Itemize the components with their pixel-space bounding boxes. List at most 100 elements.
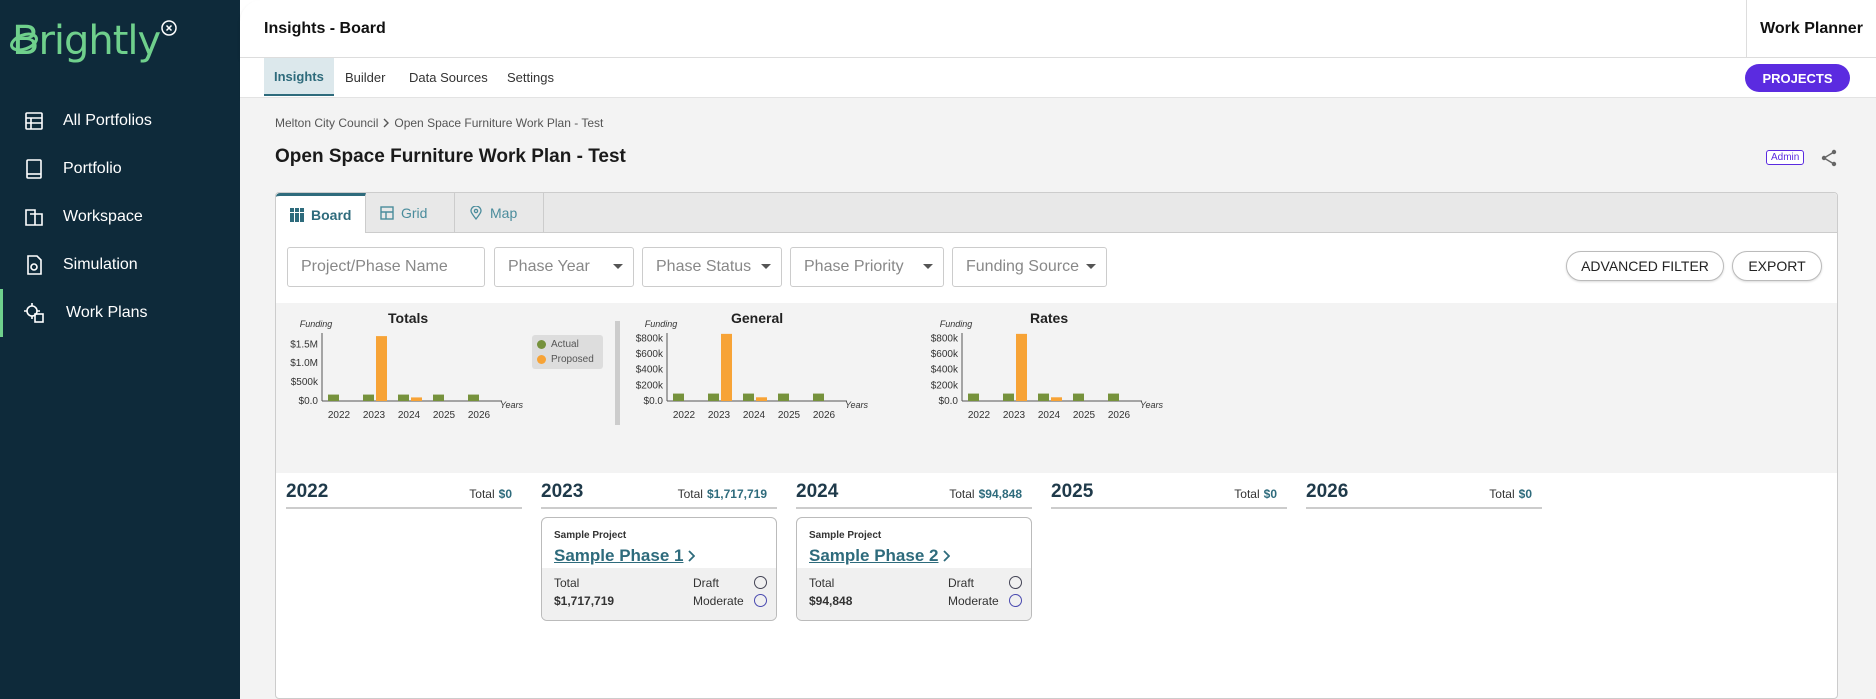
workspace-icon bbox=[25, 209, 43, 226]
sidebar-item-label: Simulation bbox=[63, 256, 138, 273]
year-total-label: Total bbox=[677, 487, 703, 501]
year-heading: 2022 bbox=[286, 481, 329, 502]
year-total-label: Total bbox=[469, 487, 495, 501]
bar-actual bbox=[1073, 393, 1084, 401]
app-name[interactable]: Work Planner bbox=[1746, 0, 1876, 58]
x-tick-label: 2026 bbox=[468, 410, 491, 421]
caret-down-icon bbox=[923, 264, 933, 269]
sidebar-item-work-plans[interactable]: Work Plans bbox=[0, 289, 240, 337]
sidebar-item-portfolio[interactable]: Portfolio bbox=[0, 145, 240, 193]
tab-data-sources[interactable]: Data Sources bbox=[409, 69, 488, 85]
y-axis-label: Funding bbox=[645, 319, 678, 329]
bar-actual bbox=[328, 394, 339, 401]
tab-board[interactable]: Board bbox=[276, 193, 366, 233]
share-icon[interactable] bbox=[1821, 149, 1837, 167]
admin-badge: Admin bbox=[1766, 150, 1805, 165]
tab-settings[interactable]: Settings bbox=[507, 69, 554, 85]
advanced-filter-button[interactable]: ADVANCED FILTER bbox=[1566, 251, 1724, 281]
project-phase-name-input[interactable]: Project/Phase Name bbox=[287, 247, 485, 287]
x-axis-label: Years bbox=[845, 400, 869, 410]
chevron-right-icon bbox=[943, 550, 950, 562]
bar-actual bbox=[398, 394, 409, 401]
phase-year-select[interactable]: Phase Year bbox=[494, 247, 634, 287]
chart-title-rates: Rates bbox=[1030, 310, 1069, 326]
year-total: Total $1,717,719 bbox=[678, 487, 767, 501]
phase-status-select[interactable]: Phase Status bbox=[642, 247, 782, 287]
year-total: Total $0 bbox=[469, 487, 512, 501]
funding-source-select[interactable]: Funding Source bbox=[952, 247, 1107, 287]
y-tick-label: $200k bbox=[931, 380, 959, 391]
phase-card[interactable]: Sample Project Sample Phase 2 Total $94,… bbox=[796, 517, 1032, 621]
export-button[interactable]: EXPORT bbox=[1732, 251, 1822, 281]
view-tabs: Board Grid Map bbox=[276, 193, 1837, 233]
chart-title-general: General bbox=[731, 310, 784, 326]
year-total-label: Total bbox=[1234, 487, 1260, 501]
close-circle-icon[interactable] bbox=[159, 18, 179, 38]
x-tick-label: 2022 bbox=[968, 410, 991, 421]
bar-actual bbox=[1108, 393, 1119, 401]
bar-actual bbox=[968, 393, 979, 401]
grid-icon bbox=[380, 206, 394, 220]
card-footer: Total $94,848 Draft Moderate bbox=[797, 568, 1031, 620]
year-total-value: $0 bbox=[1263, 487, 1277, 501]
bar-proposed bbox=[1016, 333, 1027, 401]
y-tick-label: $800k bbox=[636, 333, 664, 344]
bar-actual bbox=[743, 393, 754, 401]
phase-priority-select[interactable]: Phase Priority bbox=[790, 247, 944, 287]
year-heading: 2023 bbox=[541, 481, 584, 502]
y-axis-label: Funding bbox=[940, 319, 973, 329]
sidebar-item-label: All Portfolios bbox=[63, 112, 152, 129]
card-project-name: Sample Project bbox=[554, 530, 627, 541]
tab-grid-label: Grid bbox=[401, 205, 428, 221]
charts-area: Totals General Rates Funding $0.0 $500k $1.… bbox=[276, 303, 1837, 473]
priority-indicator bbox=[1009, 594, 1022, 607]
phase-card[interactable]: Sample Project Sample Phase 1 Total $1,7… bbox=[541, 517, 777, 621]
legend-label: Proposed bbox=[551, 354, 594, 365]
year-total-value: $1,717,719 bbox=[706, 487, 767, 501]
y-tick-label: $0.0 bbox=[299, 396, 319, 407]
phase-priority-label: Phase Priority bbox=[804, 258, 904, 275]
breadcrumb-parent[interactable]: Melton City Council bbox=[275, 116, 379, 130]
tab-builder[interactable]: Builder bbox=[345, 69, 386, 85]
x-tick-label: 2023 bbox=[708, 410, 731, 421]
projects-button[interactable]: PROJECTS bbox=[1745, 64, 1850, 92]
sidebar-item-workspace[interactable]: Workspace bbox=[0, 193, 240, 241]
card-priority: Moderate bbox=[693, 594, 744, 608]
card-status: Draft bbox=[948, 576, 975, 590]
main-content: Melton City Council Open Space Furniture… bbox=[240, 98, 1876, 699]
tab-insights[interactable]: Insights bbox=[264, 58, 334, 96]
card-phase-link[interactable]: Sample Phase 2 bbox=[809, 546, 939, 565]
chevron-right-icon bbox=[383, 118, 390, 128]
brightly-logo[interactable]: Brightly bbox=[10, 18, 161, 64]
x-tick-label: 2026 bbox=[813, 410, 836, 421]
y-tick-label: $0.0 bbox=[939, 396, 959, 407]
chevron-right-icon bbox=[688, 550, 695, 562]
sidebar-item-label: Portfolio bbox=[63, 160, 122, 177]
phase-status-label: Phase Status bbox=[656, 258, 752, 275]
caret-down-icon bbox=[1086, 264, 1096, 269]
year-total-label: Total bbox=[949, 487, 975, 501]
bar-actual bbox=[778, 393, 789, 401]
card-project-name: Sample Project bbox=[809, 530, 882, 541]
card-phase-link[interactable]: Sample Phase 1 bbox=[554, 546, 684, 565]
year-heading: 2024 bbox=[796, 481, 839, 502]
breadcrumb: Melton City Council Open Space Furniture… bbox=[275, 116, 603, 130]
y-tick-label: $200k bbox=[636, 380, 664, 391]
x-tick-label: 2024 bbox=[743, 410, 766, 421]
tab-grid[interactable]: Grid bbox=[366, 193, 455, 233]
sidebar-item-all-portfolios[interactable]: All Portfolios bbox=[0, 97, 240, 145]
chart-rates: Funding $0.0 $200k $400k $600k $800k 2022 2023 2… bbox=[931, 319, 1164, 421]
book-icon bbox=[26, 159, 42, 179]
board-panel: Board Grid Map Project/Phase Name Phase … bbox=[275, 192, 1838, 699]
card-total-value: $1,717,719 bbox=[554, 594, 615, 608]
y-tick-label: $600k bbox=[931, 349, 959, 360]
x-tick-label: 2022 bbox=[328, 410, 351, 421]
page-title: Open Space Furniture Work Plan - Test bbox=[275, 146, 626, 167]
card-total-label: Total bbox=[809, 576, 835, 590]
sidebar-item-simulation[interactable]: Simulation bbox=[0, 241, 240, 289]
simulation-icon bbox=[27, 255, 42, 275]
bar-actual bbox=[1003, 393, 1014, 401]
tab-map[interactable]: Map bbox=[455, 193, 544, 233]
x-tick-label: 2024 bbox=[398, 410, 421, 421]
chart-general: Funding $0.0 $200k $400k $600k $800k 2022 2023 2… bbox=[636, 319, 869, 421]
